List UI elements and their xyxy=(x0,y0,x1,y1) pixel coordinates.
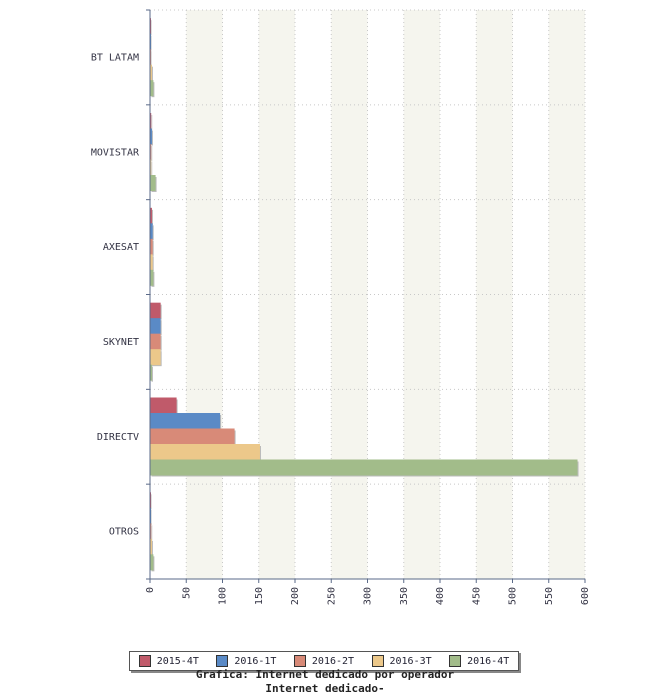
bar-shadow xyxy=(151,494,152,510)
labels: BT LATAM MOVISTAR AXESAT SKYNET DIRECTV OTROS… xyxy=(91,52,591,605)
category-label: AXESAT xyxy=(103,242,139,253)
legend-item: 2016-2T xyxy=(293,655,355,667)
bar xyxy=(149,349,161,366)
bar xyxy=(149,444,260,460)
bar-shadow xyxy=(151,130,153,146)
chart-caption-line2: Internet dedicado- xyxy=(265,682,385,695)
bar-shadow xyxy=(151,51,152,67)
legend-swatch xyxy=(293,655,306,667)
legend-swatch xyxy=(138,655,151,667)
bar-shadow xyxy=(151,146,153,161)
bar xyxy=(149,413,221,429)
legend-item: 2016-1T xyxy=(216,655,276,667)
x-tick-label: 250 xyxy=(326,587,337,605)
legend-swatch xyxy=(449,655,462,667)
bar xyxy=(149,333,161,350)
legend-swatch xyxy=(371,655,384,667)
category-label: BT LATAM xyxy=(91,52,139,63)
x-tick-label: 550 xyxy=(544,587,555,605)
grid-band xyxy=(331,10,368,579)
x-tick-label: 50 xyxy=(181,587,192,599)
category-label: OTROS xyxy=(109,527,139,538)
legend-swatch xyxy=(216,655,229,667)
legend-label: 2016-2T xyxy=(311,655,355,667)
chart-caption-line1: Grafica: Internet dedicado por operador xyxy=(195,668,455,681)
category-label: DIRECTV xyxy=(97,432,139,443)
x-tick-label: 0 xyxy=(145,587,156,593)
bar-shadow xyxy=(151,209,153,225)
grid-band xyxy=(258,10,295,579)
legend: 2015-4T 2016-1T 2016-2T 2016-3T 2016-4T xyxy=(129,651,519,671)
bar-shadow xyxy=(151,509,152,525)
axes xyxy=(146,9,586,583)
bar-shadow xyxy=(151,20,152,36)
x-tick-label: 300 xyxy=(363,587,374,605)
x-tick-label: 150 xyxy=(254,587,265,605)
bar-shadow xyxy=(151,161,153,177)
legend-label: 2016-1T xyxy=(234,655,277,667)
grid-band xyxy=(403,10,440,579)
x-tick-label: 100 xyxy=(218,587,229,605)
legend-label: 2015-4T xyxy=(156,655,199,667)
bar-shadow xyxy=(151,115,153,130)
x-tick-label: 400 xyxy=(435,587,446,605)
bars xyxy=(149,18,579,572)
legend-label: 2016-3T xyxy=(389,655,432,667)
bar xyxy=(149,318,161,335)
bar-shadow xyxy=(151,35,152,51)
x-tick-label: 450 xyxy=(471,587,482,605)
x-tick-label: 500 xyxy=(508,587,519,605)
bar xyxy=(149,302,161,319)
legend-label: 2016-4T xyxy=(467,655,510,667)
legend-item: 2016-3T xyxy=(371,655,432,667)
bar xyxy=(149,175,156,191)
x-tick-label: 600 xyxy=(580,587,591,605)
grid-band xyxy=(186,10,223,579)
bar xyxy=(149,428,235,445)
legend-item: 2015-4T xyxy=(138,655,199,667)
bar-shadow xyxy=(151,525,153,541)
legend-item: 2016-4T xyxy=(449,655,509,667)
x-tick-label: 200 xyxy=(290,587,301,605)
category-label: SKYNET xyxy=(103,337,139,348)
bar xyxy=(149,397,177,414)
bar-shadow xyxy=(151,66,153,82)
bar-shadow xyxy=(151,540,153,556)
x-tick-label: 350 xyxy=(399,587,410,605)
bar-shadow xyxy=(151,366,153,382)
category-label: MOVISTAR xyxy=(91,147,140,158)
bar xyxy=(149,459,578,476)
